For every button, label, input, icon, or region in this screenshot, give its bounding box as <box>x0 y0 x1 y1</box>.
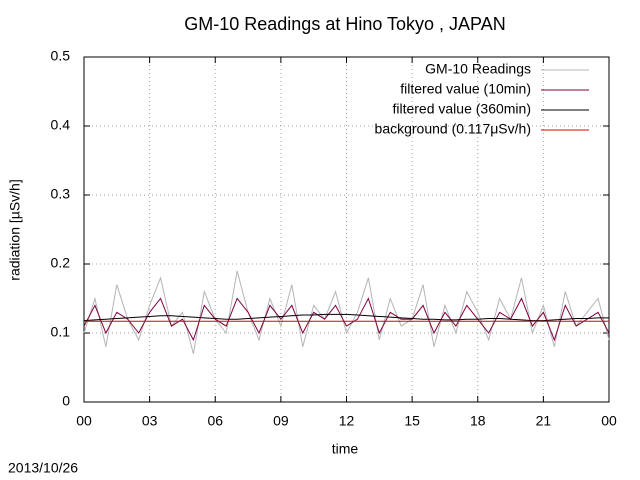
x-tick-label: 15 <box>404 413 420 429</box>
x-tick-label: 00 <box>76 413 92 429</box>
x-tick-label: 09 <box>273 413 289 429</box>
x-tick-label: 06 <box>207 413 223 429</box>
y-tick-label: 0.2 <box>51 255 71 271</box>
x-tick-label: 03 <box>142 413 158 429</box>
y-tick-label: 0.5 <box>51 48 71 64</box>
x-tick-label: 18 <box>470 413 486 429</box>
series-line <box>83 313 609 322</box>
y-tick-label: 0.1 <box>51 324 71 340</box>
series-line <box>83 297 610 342</box>
x-tick-label: 00 <box>601 413 617 429</box>
y-tick-label: 0.4 <box>51 117 71 133</box>
x-axis-label: time <box>332 441 359 457</box>
x-tick-label: 21 <box>536 413 552 429</box>
y-tick-label: 0 <box>62 393 70 409</box>
y-tick-label: 0.3 <box>51 186 71 202</box>
chart-title: GM-10 Readings at Hino Tokyo , JAPAN <box>184 14 505 34</box>
plot-frame <box>83 56 610 403</box>
x-tick-label: 12 <box>339 413 355 429</box>
y-axis-label: radiation [µSv/h] <box>7 179 23 280</box>
legend-label: filtered value (360min) <box>392 101 531 117</box>
legend-label: GM-10 Readings <box>425 61 531 77</box>
legend-label: filtered value (10min) <box>400 81 531 97</box>
legend-label: background (0.117μSv/h) <box>375 121 531 137</box>
date-label: 2013/10/26 <box>8 460 78 476</box>
